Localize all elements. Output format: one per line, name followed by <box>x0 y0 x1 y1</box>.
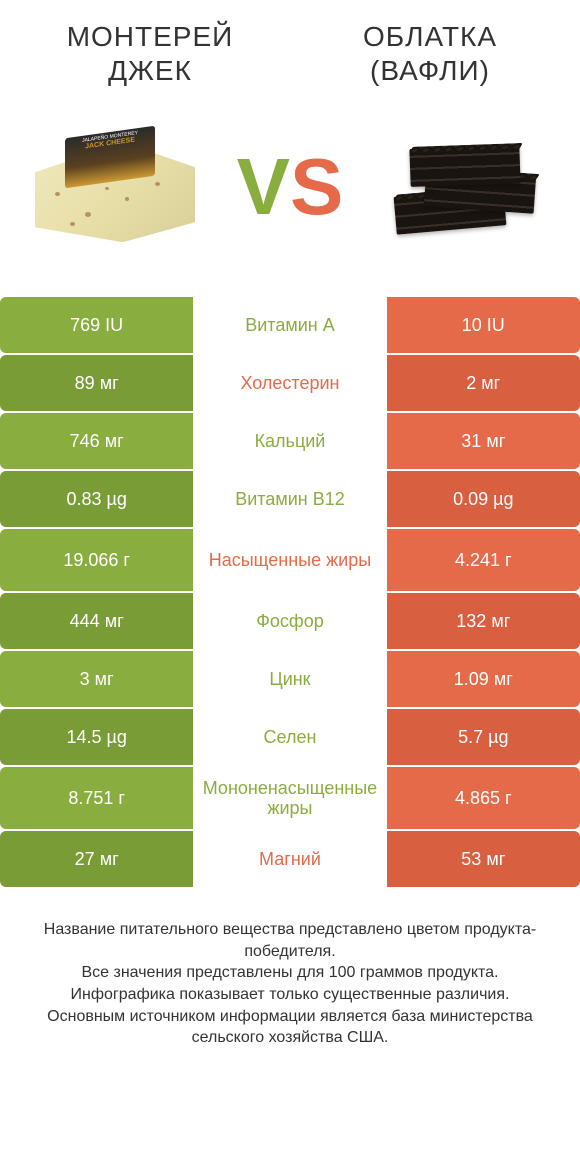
value-right: 1.09 мг <box>387 651 580 707</box>
nutrient-label: Витамин A <box>193 297 386 353</box>
nutrient-label: Насыщенные жиры <box>193 529 386 591</box>
vs-label: VS <box>237 147 344 227</box>
table-row: 8.751 гМононенасыщенные жиры4.865 г <box>0 767 580 829</box>
value-right: 4.241 г <box>387 529 580 591</box>
value-right: 0.09 µg <box>387 471 580 527</box>
header: МОНТЕРЕЙ ДЖЕК ОБЛАТКА (ВАФЛИ) <box>0 0 580 97</box>
table-row: 89 мгХолестерин2 мг <box>0 355 580 411</box>
value-left: 19.066 г <box>0 529 193 591</box>
nutrient-label: Холестерин <box>193 355 386 411</box>
value-right: 132 мг <box>387 593 580 649</box>
value-left: 8.751 г <box>0 767 193 829</box>
title-left: МОНТЕРЕЙ ДЖЕК <box>24 20 276 87</box>
nutrient-label: Фосфор <box>193 593 386 649</box>
value-right: 2 мг <box>387 355 580 411</box>
cheese-icon: JALAPEÑO MONTEREYJACK CHEESE <box>35 122 195 252</box>
footer-notes: Название питательного вещества представл… <box>0 889 580 1059</box>
footer-line: Основным источником информации является … <box>20 1006 560 1049</box>
value-right: 53 мг <box>387 831 580 887</box>
nutrient-label: Кальций <box>193 413 386 469</box>
value-left: 769 IU <box>0 297 193 353</box>
value-right: 5.7 µg <box>387 709 580 765</box>
nutrient-label: Мононенасыщенные жиры <box>193 767 386 829</box>
table-row: 746 мгКальций31 мг <box>0 413 580 469</box>
nutrient-label: Цинк <box>193 651 386 707</box>
wafer-icon <box>385 122 545 252</box>
title-right: ОБЛАТКА (ВАФЛИ) <box>304 20 556 87</box>
table-row: 3 мгЦинк1.09 мг <box>0 651 580 707</box>
footer-line: Название питательного вещества представл… <box>20 919 560 962</box>
value-left: 14.5 µg <box>0 709 193 765</box>
table-row: 27 мгМагний53 мг <box>0 831 580 887</box>
value-right: 4.865 г <box>387 767 580 829</box>
table-row: 444 мгФосфор132 мг <box>0 593 580 649</box>
footer-line: Инфографика показывает только существенн… <box>20 984 560 1006</box>
value-left: 444 мг <box>0 593 193 649</box>
value-left: 3 мг <box>0 651 193 707</box>
nutrient-label: Витамин B12 <box>193 471 386 527</box>
value-left: 0.83 µg <box>0 471 193 527</box>
footer-line: Все значения представлены для 100 граммо… <box>20 962 560 984</box>
value-right: 10 IU <box>387 297 580 353</box>
nutrient-label: Магний <box>193 831 386 887</box>
value-left: 89 мг <box>0 355 193 411</box>
table-row: 14.5 µgСелен5.7 µg <box>0 709 580 765</box>
table-row: 769 IUВитамин A10 IU <box>0 297 580 353</box>
value-left: 746 мг <box>0 413 193 469</box>
value-right: 31 мг <box>387 413 580 469</box>
nutrient-label: Селен <box>193 709 386 765</box>
table-row: 0.83 µgВитамин B120.09 µg <box>0 471 580 527</box>
images-row: JALAPEÑO MONTEREYJACK CHEESE VS <box>0 97 580 297</box>
table-row: 19.066 гНасыщенные жиры4.241 г <box>0 529 580 591</box>
right-product-image <box>380 112 550 262</box>
left-product-image: JALAPEÑO MONTEREYJACK CHEESE <box>30 112 200 262</box>
value-left: 27 мг <box>0 831 193 887</box>
comparison-table: 769 IUВитамин A10 IU89 мгХолестерин2 мг7… <box>0 297 580 887</box>
